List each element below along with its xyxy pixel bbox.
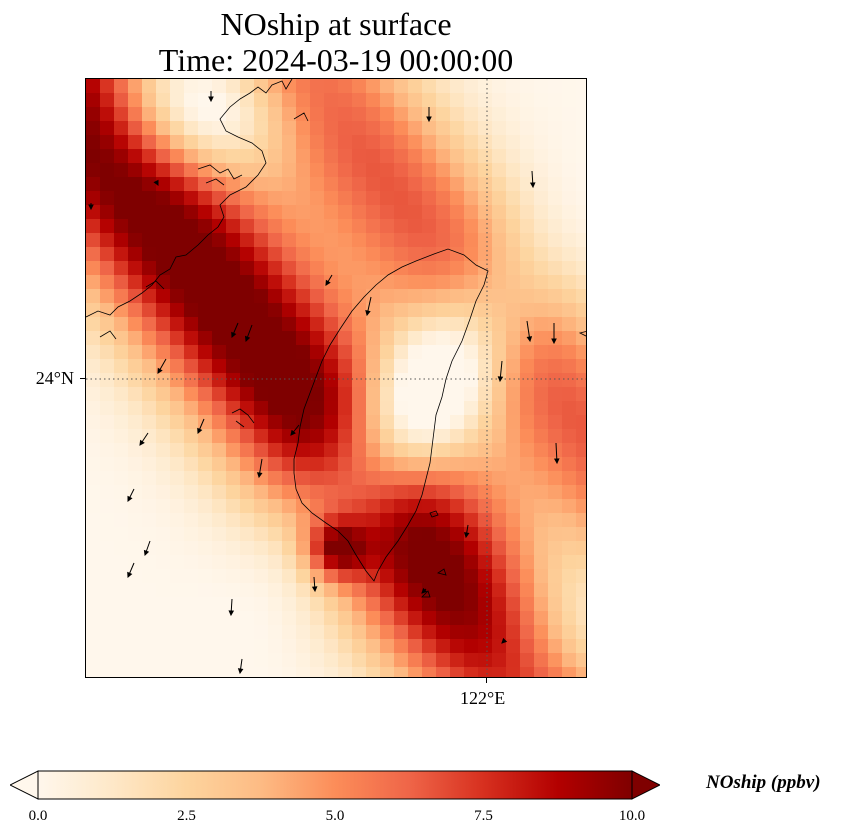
- wind-arrow-head: [157, 367, 163, 374]
- wind-arrow-head: [526, 336, 533, 343]
- colorbar-tick-label: 0.0: [28, 808, 48, 824]
- mainland-coastline-detail: [99, 112, 309, 428]
- wind-arrow-head: [365, 309, 371, 317]
- noship-field: [86, 79, 586, 677]
- wind-arrow-head: [197, 427, 203, 435]
- wind-arrow-head: [88, 204, 94, 211]
- colorbar-tick-label: 10.0: [618, 808, 646, 824]
- wind-arrow-head: [139, 439, 145, 446]
- wind-arrow-head: [127, 571, 133, 579]
- wind-arrow-head: [463, 532, 470, 539]
- wind-arrow-head: [551, 338, 557, 345]
- wind-arrow-head: [497, 376, 504, 383]
- wind-arrow-head: [421, 587, 428, 594]
- colorbar-tick-label: 5.0: [325, 808, 345, 824]
- map-subtitle-time: Time: 2024-03-19 00:00:00: [158, 42, 514, 78]
- colorbar-extend-high: [631, 770, 660, 800]
- wind-arrow-head: [208, 96, 214, 103]
- lat-tick-mark: [80, 378, 85, 379]
- island-coastline: [421, 331, 586, 598]
- gridlines: [86, 79, 586, 677]
- map-panel: [85, 78, 587, 678]
- colorbar: [10, 770, 660, 800]
- wind-arrow-head: [256, 472, 263, 479]
- wind-arrow-head: [311, 586, 318, 593]
- colorbar-tick-label: 7.5: [474, 808, 493, 824]
- coastlines: [86, 79, 586, 598]
- wind-arrow-head: [231, 331, 237, 339]
- colorbar-gradient: [37, 770, 633, 800]
- lat-tick-label: 24°N: [35, 368, 74, 388]
- lon-tick-mark: [486, 678, 487, 683]
- colorbar-tick-label: 2.5: [177, 808, 196, 824]
- wind-arrow-head: [529, 182, 536, 189]
- wind-arrow-head: [501, 637, 508, 644]
- wind-arrow-head: [153, 179, 159, 187]
- map-title: NOship at surface: [220, 6, 452, 42]
- colorbar-label: NOship (ppbv): [706, 772, 821, 793]
- colorbar-extend-low: [10, 770, 39, 800]
- wind-arrow-head: [290, 429, 297, 436]
- wind-arrow-head: [325, 279, 331, 286]
- wind-arrow-head: [143, 549, 150, 557]
- wind-arrow-head: [553, 458, 560, 465]
- wind-arrow-head: [237, 668, 244, 675]
- wind-arrow-head: [228, 610, 235, 617]
- wind-arrow-head: [244, 335, 251, 343]
- taiwan-coastline: [293, 248, 489, 582]
- mainland-coastline: [86, 79, 293, 318]
- map-canvas: [86, 79, 586, 677]
- wind-arrow-head: [127, 495, 133, 503]
- wind-arrows: [88, 91, 560, 675]
- wind-arrow-head: [426, 116, 432, 123]
- lon-tick-label: 122°E: [460, 688, 506, 708]
